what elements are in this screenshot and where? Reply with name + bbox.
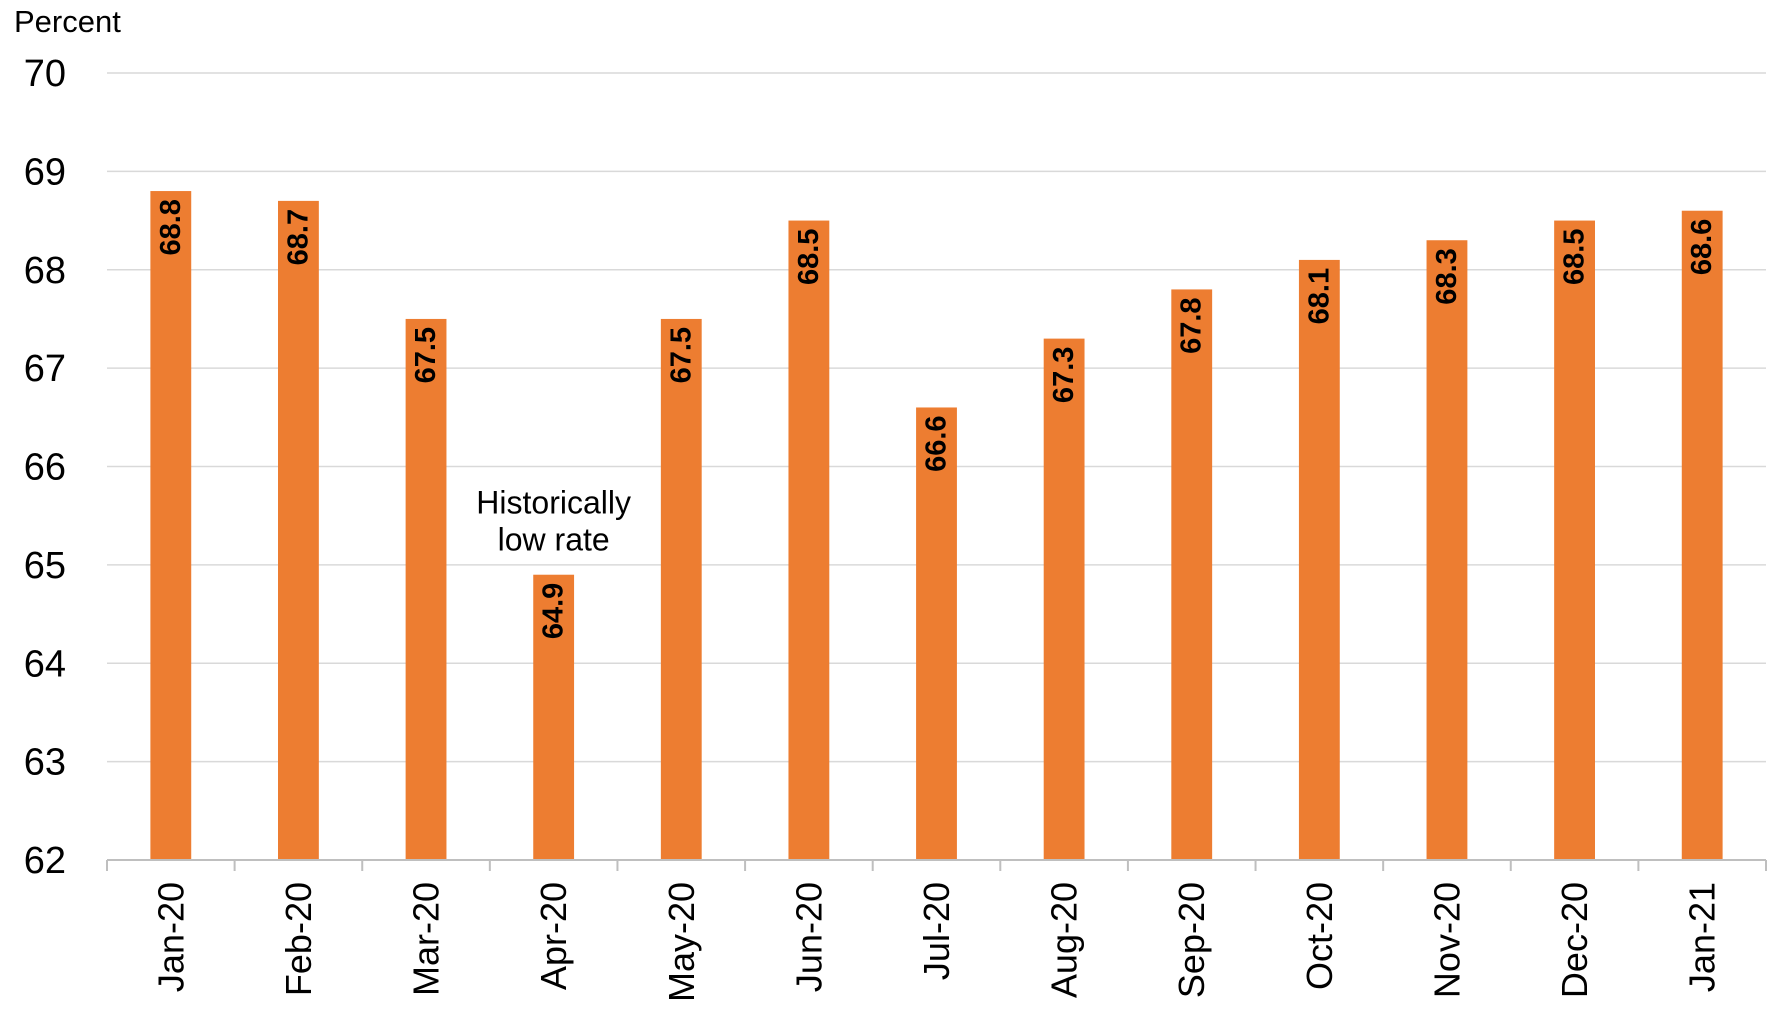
- bar: [788, 220, 830, 860]
- x-tick-label: Feb-20: [278, 882, 319, 996]
- bar: [1298, 259, 1340, 861]
- data-label: 68.7: [282, 209, 314, 265]
- data-labels: 68.8 68.7 67.5 64.9 67.5 68.5 66.6 67.3 67.8 68.1…: [155, 199, 1718, 639]
- data-label: 68.5: [1559, 229, 1591, 285]
- x-tick-label: Jul-20: [916, 882, 957, 980]
- y-tick-label: 63: [24, 742, 66, 784]
- y-tick-label: 64: [24, 643, 66, 685]
- y-tick-label: 68: [24, 250, 66, 292]
- x-tick-label: Oct-20: [1299, 882, 1340, 990]
- annotation-text: low rate: [498, 522, 610, 558]
- bar: [150, 191, 192, 861]
- y-tick-label: 66: [24, 447, 66, 489]
- data-label: 68.8: [155, 199, 187, 255]
- x-tick-label: May-20: [661, 882, 702, 1002]
- y-tick-label: 67: [24, 348, 66, 390]
- bars: [150, 191, 1723, 861]
- data-label: 68.3: [1431, 248, 1463, 304]
- data-label: 67.8: [1176, 297, 1208, 353]
- bar: [1171, 289, 1213, 860]
- x-axis-ticks: Jan-20 Feb-20 Mar-20 Apr-20 May-20 Jun-20 Jul-…: [150, 882, 1722, 1002]
- x-tick-label: Jan-20: [150, 882, 191, 992]
- data-label: 66.6: [921, 415, 953, 471]
- bar: [533, 574, 575, 860]
- x-tick-label: Apr-20: [533, 882, 574, 990]
- y-tick-label: 65: [24, 545, 66, 587]
- x-tick-label: Jan-21: [1682, 882, 1723, 992]
- x-tick-label: Jun-20: [788, 882, 829, 992]
- data-label: 67.3: [1048, 347, 1080, 403]
- data-label: 64.9: [538, 583, 570, 639]
- bar: [405, 318, 447, 860]
- x-tick-label: Dec-20: [1554, 882, 1595, 998]
- data-label: 68.5: [793, 229, 825, 285]
- x-tick-label: Aug-20: [1044, 882, 1085, 998]
- bar: [1043, 338, 1085, 860]
- data-label: 67.5: [410, 327, 442, 383]
- bar: [278, 200, 319, 860]
- x-axis: [106, 859, 1767, 871]
- x-tick-label: Nov-20: [1426, 882, 1467, 998]
- bar: [1681, 210, 1723, 861]
- data-label: 68.1: [1303, 268, 1335, 324]
- y-axis-ticks: 62 63 64 65 66 67 68 69 70: [24, 53, 66, 882]
- bar: [660, 318, 702, 860]
- bar: [1554, 220, 1595, 860]
- y-tick-label: 62: [24, 840, 66, 882]
- data-label: 68.6: [1686, 219, 1718, 275]
- data-label: 67.5: [665, 327, 697, 383]
- x-tick-label: Mar-20: [406, 882, 447, 996]
- y-tick-label: 69: [24, 151, 66, 193]
- y-axis-label: Percent: [14, 4, 121, 39]
- bar: [1426, 240, 1468, 861]
- bar: [916, 407, 957, 860]
- x-tick-label: Sep-20: [1171, 882, 1212, 998]
- y-tick-label: 70: [24, 53, 66, 95]
- annotation-text: Historically: [476, 485, 631, 521]
